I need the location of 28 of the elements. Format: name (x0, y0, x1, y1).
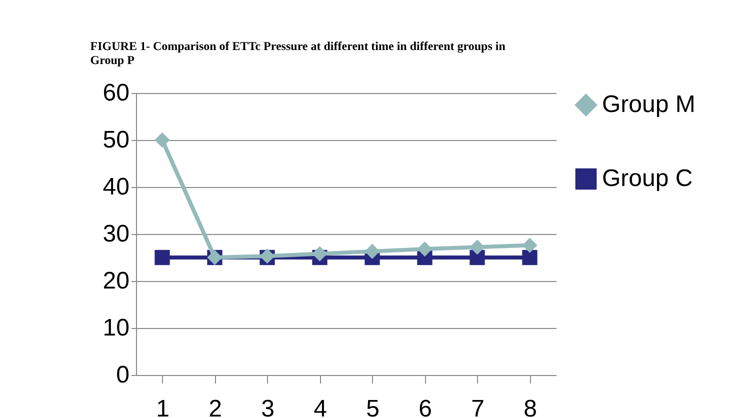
x-tick-label: 6 (418, 396, 432, 418)
point (154, 132, 170, 148)
x-tick-label: 1 (156, 396, 170, 418)
y-tick-label: 60 (102, 80, 130, 106)
x-tick-label: 3 (261, 396, 274, 418)
point (522, 238, 538, 253)
x-tick-label: 4 (314, 396, 327, 418)
point (312, 246, 328, 262)
x-tick-label: 8 (524, 396, 537, 418)
y-tick-label: 40 (102, 174, 130, 200)
y-tick-label: 0 (116, 362, 130, 388)
point (154, 250, 170, 266)
y-tick-label: 10 (102, 314, 130, 342)
point (470, 250, 485, 266)
point (522, 250, 538, 266)
x-tick-label: 5 (366, 396, 380, 418)
text: FIGURE 1- Comparison of ETTc Pressure at different time in different groups in (90, 39, 506, 53)
legend-label: Group C (602, 165, 693, 192)
y-tick-label: 30 (102, 220, 130, 248)
y-tick-label: 20 (102, 268, 130, 294)
point (417, 241, 432, 257)
x-tick-label: 7 (471, 396, 484, 418)
text: Group P (90, 53, 134, 67)
y-tick-label: 50 (102, 126, 130, 154)
point (364, 244, 380, 259)
legend-label: Group M (602, 91, 696, 118)
point (470, 240, 485, 255)
x-tick-label: 2 (208, 396, 222, 418)
